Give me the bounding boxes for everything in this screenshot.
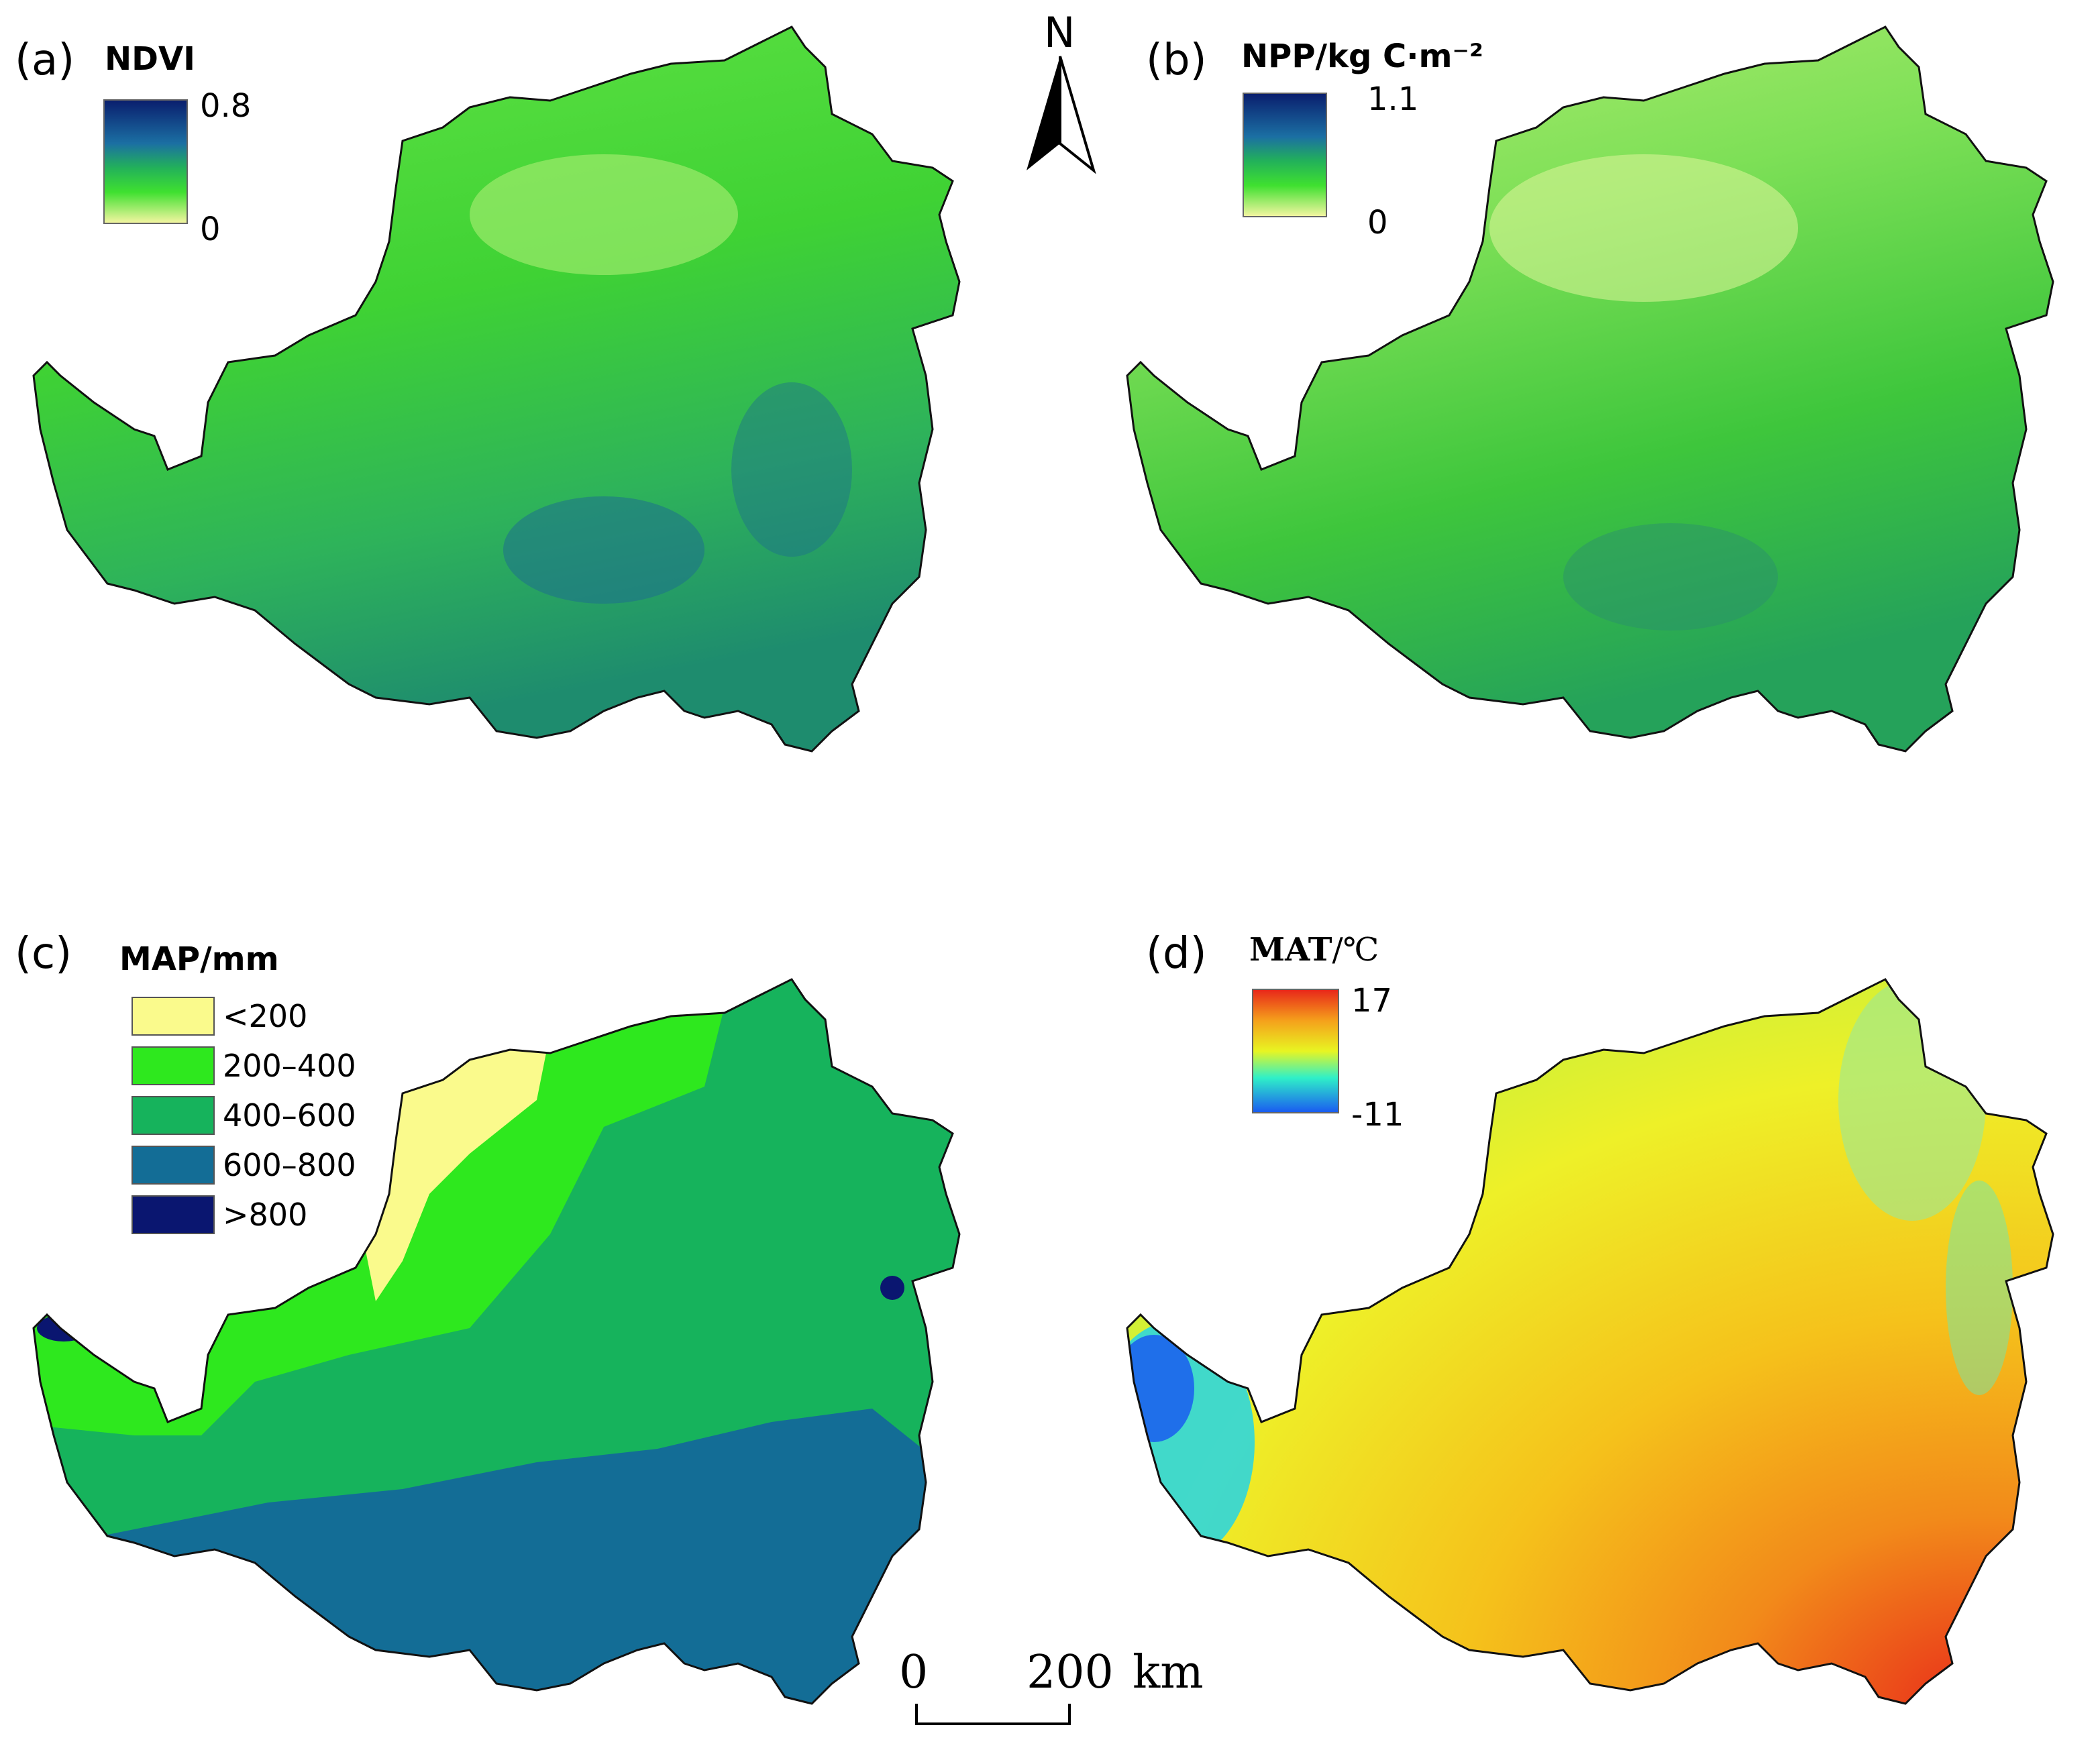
- temperature-map: [1126, 978, 2054, 1705]
- panel-label-c: (c): [15, 929, 72, 979]
- panel-label-b: (b): [1146, 36, 1207, 85]
- ndvi-dense-patch: [503, 496, 704, 604]
- map-legend-title: MAP/mm: [119, 940, 279, 978]
- npp-legend-min: 0: [1367, 204, 1388, 241]
- mat-cool-zone: [1838, 979, 1986, 1221]
- ndvi-map: [32, 25, 961, 753]
- npp-high-patch: [1563, 523, 1778, 631]
- mat-legend-max: 17: [1351, 982, 1393, 1020]
- ndvi-sparse-patch: [470, 154, 738, 275]
- ndvi-legend-max: 0.8: [200, 87, 252, 125]
- panel-label-d: (d): [1146, 929, 1207, 979]
- mat-legend-title-main: MAT: [1249, 931, 1332, 969]
- npp-legend-max: 1.1: [1367, 80, 1419, 118]
- ndvi-dense-patch: [731, 382, 852, 557]
- mat-legend-min: -11: [1351, 1096, 1404, 1134]
- scale-bar-end: 200: [1027, 1646, 1114, 1699]
- mat-cool-zone: [1946, 1181, 2013, 1395]
- npp-map: [1126, 25, 2054, 753]
- map-legend-swatch: [132, 1096, 215, 1135]
- panel-c-map: (c) MAP/mm <200 200–400 400–600 600–800 …: [0, 892, 1047, 1752]
- panel-label-a: (a): [15, 36, 75, 85]
- map-legend-label: >800: [223, 1197, 308, 1233]
- map-legend-label: 200–400: [223, 1048, 356, 1084]
- north-arrow-icon: [1027, 56, 1096, 174]
- map-zone-above-800: [880, 1276, 904, 1300]
- map-legend-swatch: [132, 1146, 215, 1185]
- map-legend-swatch: [132, 997, 215, 1036]
- panel-b-npp: (b) NPP/kg C·m⁻² 1.1 0: [1100, 0, 2100, 852]
- map-legend-label: <200: [223, 998, 308, 1034]
- map-legend-label: 600–800: [223, 1147, 356, 1183]
- map-legend-swatch: [132, 1046, 215, 1085]
- npp-legend-title: NPP/kg C·m⁻²: [1241, 38, 1483, 75]
- panel-a-ndvi: (a) NDVI 0.8 0: [0, 0, 1047, 852]
- npp-color-ramp: [1243, 93, 1327, 217]
- mat-color-ramp: [1252, 989, 1339, 1113]
- mat-legend-title: MAT/℃: [1249, 934, 1379, 966]
- scale-bar-unit: km: [1133, 1646, 1204, 1699]
- scale-bar-start: 0: [899, 1646, 929, 1699]
- map-legend-label: 400–600: [223, 1097, 356, 1134]
- mat-legend-title-unit: /℃: [1332, 931, 1379, 969]
- panel-d-mat: (d) MAT/℃ 17 -11: [1100, 892, 2100, 1752]
- ndvi-legend-title: NDVI: [105, 40, 196, 78]
- map-legend-swatch: [132, 1195, 215, 1234]
- map-zone-above-800: [37, 1315, 91, 1342]
- npp-low-patch: [1489, 154, 1798, 302]
- north-label: N: [1044, 8, 1075, 57]
- ndvi-color-ramp: [103, 99, 188, 224]
- ndvi-legend-min: 0: [200, 211, 221, 248]
- scale-bar: [915, 1704, 1071, 1725]
